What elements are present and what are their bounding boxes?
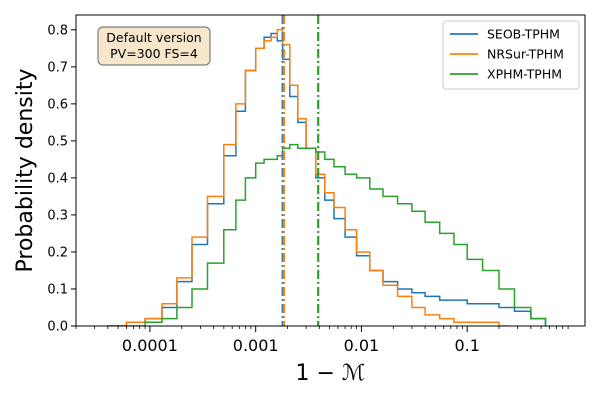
y-tick-label: 0.4 [47,171,68,186]
y-tick-label: 0.7 [47,60,68,75]
x-axis: 0.0001 0.001 0.01 0.1 [75,326,569,355]
y-tick-label: 0.8 [47,23,68,38]
x-tick-label: 0.001 [233,336,279,355]
y-tick-label: 0.1 [47,282,68,297]
legend-label-nrsur: NRSur-TPHM [487,47,564,62]
plot-area [107,15,547,326]
plot-frame [75,14,586,327]
annotation-line-1: Default version [106,30,201,45]
x-tick-label: 0.01 [344,336,380,355]
annotation-box: Default version PV=300 FS=4 [97,26,211,66]
annotation-background [97,26,211,66]
legend: SEOB-TPHM NRSur-TPHM XPHM-TPHM [442,20,580,90]
y-tick-label: 0.5 [47,134,68,149]
x-axis-label: 1 − ℳ [296,361,366,386]
series-line-xphm-tphm [107,143,547,326]
y-tick-label: 0.3 [47,208,68,223]
legend-label-xphm: XPHM-TPHM [487,67,562,82]
x-tick-label: 0.0001 [122,336,178,355]
y-tick-label: 0.2 [47,245,68,260]
y-axis: 0.0 0.1 0.2 0.3 0.4 0.5 0.6 0.7 0.8 [47,23,76,335]
legend-label-seob: SEOB-TPHM [487,27,560,42]
series-line-nrsur-tphm [107,29,510,326]
annotation-line-2: PV=300 FS=4 [110,46,198,61]
y-axis-label: Probability density [13,69,38,273]
y-tick-label: 0.0 [47,320,68,335]
legend-frame [442,20,580,90]
x-tick-label: 0.1 [454,336,479,355]
y-tick-label: 0.6 [47,97,68,112]
